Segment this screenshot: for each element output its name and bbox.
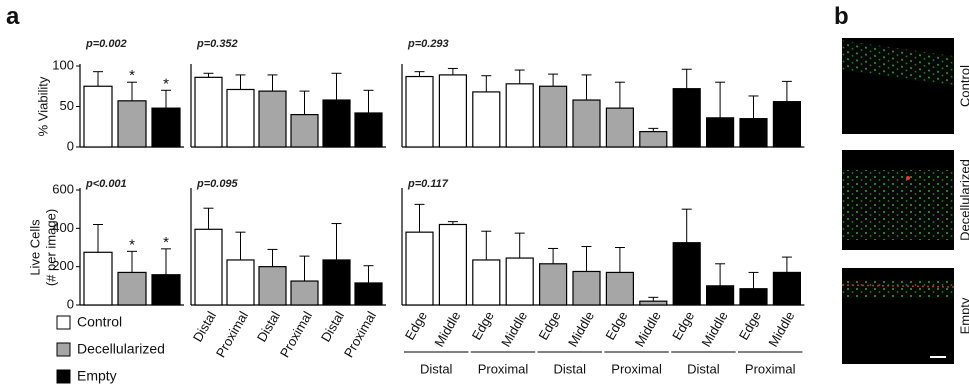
p-value: p=0.352 (196, 38, 238, 50)
bar (740, 289, 767, 305)
bar (291, 115, 318, 147)
group-label: Distal (687, 361, 720, 376)
x-tick-label: Edge (736, 309, 764, 343)
group-label: Proximal (745, 361, 796, 376)
y-axis-label: Live Cells (27, 219, 42, 276)
bar (227, 260, 254, 305)
p-value: p=0.002 (85, 38, 127, 50)
bar (506, 258, 533, 305)
significance-marker: * (163, 75, 169, 92)
bar (118, 272, 146, 305)
bar (573, 271, 600, 305)
bar (773, 102, 800, 147)
bar (573, 100, 600, 147)
legend-label: Decellularized (77, 341, 165, 357)
bar (439, 75, 466, 147)
x-tick-label: Edge (535, 309, 563, 343)
x-tick-label: Edge (602, 309, 630, 343)
y-axis-label: % Viability (35, 76, 50, 136)
image-label: Control (957, 65, 969, 107)
p-value: p=0.095 (196, 178, 239, 190)
p-value: p=0.117 (407, 178, 449, 190)
bar (439, 225, 466, 306)
y-tick-label: 0 (67, 296, 74, 311)
bar (355, 113, 382, 147)
bar (740, 119, 767, 147)
bar (640, 301, 667, 305)
bar (506, 84, 533, 147)
bar (773, 272, 800, 305)
legend-swatch (57, 316, 70, 329)
bar (606, 272, 633, 305)
bar (227, 89, 254, 147)
significance-marker: * (129, 67, 135, 84)
group-label: Proximal (478, 361, 529, 376)
legend-swatch (57, 343, 70, 356)
x-tick-label: Edge (669, 309, 697, 343)
x-tick-label: Middle (765, 309, 797, 350)
significance-marker: * (129, 236, 135, 253)
bar (152, 275, 180, 305)
significance-marker: * (163, 234, 169, 251)
x-tick-label: Edge (402, 309, 430, 343)
legend-label: Control (77, 314, 122, 330)
panel-label: b (834, 3, 849, 30)
bar (673, 243, 700, 305)
group-label: Distal (554, 361, 587, 376)
bar (259, 267, 286, 305)
x-tick-label: Middle (632, 309, 664, 350)
p-value: p<0.001 (85, 178, 127, 190)
bar (323, 100, 350, 147)
x-tick-label: Middle (565, 309, 597, 350)
image-label: Decellularized (957, 159, 969, 241)
group-label: Distal (420, 361, 453, 376)
bar (406, 232, 433, 305)
x-tick-label: Edge (469, 309, 497, 343)
bar (355, 283, 382, 305)
x-tick-label: Distal (254, 309, 283, 345)
bar (406, 77, 433, 147)
figure: a b Control Decellularized Empty p=0.002… (0, 0, 969, 386)
bar (473, 260, 500, 305)
bar (540, 264, 567, 305)
bar (195, 229, 222, 305)
bar (707, 118, 734, 147)
bar (152, 108, 180, 147)
group-label: Proximal (611, 361, 662, 376)
x-tick-label: Middle (699, 309, 731, 350)
x-tick-label: Distal (190, 309, 219, 345)
bar (673, 89, 700, 147)
bar (291, 281, 318, 305)
bar (84, 252, 112, 305)
bar (473, 92, 500, 147)
y-axis-label: (# per image) (43, 209, 58, 286)
y-tick-label: 0 (67, 138, 74, 153)
x-tick-label: Middle (498, 309, 530, 350)
bar (540, 86, 567, 147)
bar (707, 286, 734, 305)
bar (259, 91, 286, 147)
bar (195, 77, 222, 147)
micrograph (842, 38, 954, 364)
x-tick-label: Distal (318, 309, 347, 345)
bar (323, 260, 350, 305)
bar (118, 101, 146, 147)
panel-label: a (6, 3, 20, 30)
p-value: p=0.293 (407, 38, 449, 50)
bar (84, 86, 112, 147)
bar (606, 108, 633, 147)
y-tick-label: 600 (52, 181, 74, 196)
bar (640, 132, 667, 147)
image-label: Empty (957, 297, 969, 334)
legend-label: Empty (77, 368, 117, 384)
x-tick-label: Middle (431, 309, 463, 350)
y-tick-label: 50 (60, 98, 74, 113)
legend-swatch (57, 370, 70, 383)
y-tick-label: 100 (52, 57, 74, 72)
